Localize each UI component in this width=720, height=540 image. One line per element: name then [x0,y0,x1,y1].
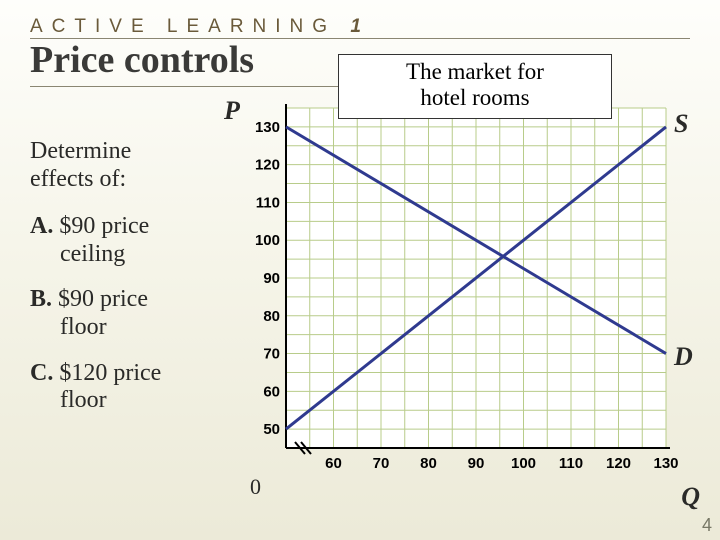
page-title: Price controls [30,38,380,87]
option-label: A. [30,213,53,239]
svg-text:90: 90 [263,270,280,287]
overline-num: 1 [350,16,370,37]
caption-l1: The market for [406,59,544,84]
svg-text:70: 70 [263,346,280,363]
svg-text:110: 110 [559,455,583,472]
question-stem: Determine effects of: [30,138,240,193]
option-text: $90 price [58,286,148,312]
svg-text:70: 70 [373,455,390,472]
chart: The market for hotel rooms P 50607080901… [248,96,698,516]
origin-label: 0 [250,474,261,500]
option-text2: ceiling [60,241,125,267]
stem-l1: Determine [30,138,131,164]
option-text: $120 price [59,360,161,386]
supply-label: S [674,109,688,139]
left-column: Determine effects of: A. $90 price ceili… [30,138,240,433]
slide: ACTIVE LEARNING 1 Price controls Determi… [0,0,720,540]
overline-text: ACTIVE LEARNING [30,16,336,37]
svg-text:80: 80 [420,455,437,472]
option-text: $90 price [59,213,149,239]
svg-text:90: 90 [468,455,485,472]
caption-l2: hotel rooms [420,85,529,110]
chart-svg: 50 60 70 80 90 100 110 120 130 60 70 80 90 100 110 120 1… [248,96,698,490]
top-rule [30,38,690,39]
options-list: A. $90 price ceiling B. $90 price floor … [30,213,240,415]
x-axis-label: Q [681,482,700,512]
svg-text:120: 120 [255,157,280,174]
svg-text:80: 80 [263,308,280,325]
page-number: 4 [702,515,712,536]
svg-text:130: 130 [255,119,280,136]
option-b: B. $90 price floor [30,286,240,341]
option-c: C. $120 price floor [30,360,240,415]
svg-text:130: 130 [653,455,678,472]
svg-text:60: 60 [325,455,342,472]
svg-text:120: 120 [606,455,631,472]
svg-text:100: 100 [255,232,280,249]
svg-text:60: 60 [263,383,280,400]
y-axis-label: P [224,96,240,126]
svg-text:50: 50 [263,421,280,438]
chart-caption: The market for hotel rooms [338,54,612,119]
option-label: B. [30,286,52,312]
demand-label: D [674,342,693,372]
option-text2: floor [60,314,107,340]
option-label: C. [30,360,53,386]
option-text2: floor [60,387,107,413]
option-a: A. $90 price ceiling [30,213,240,268]
svg-text:100: 100 [511,455,536,472]
overline: ACTIVE LEARNING 1 [30,16,690,38]
stem-l2: effects of: [30,166,126,192]
svg-text:110: 110 [256,194,280,211]
